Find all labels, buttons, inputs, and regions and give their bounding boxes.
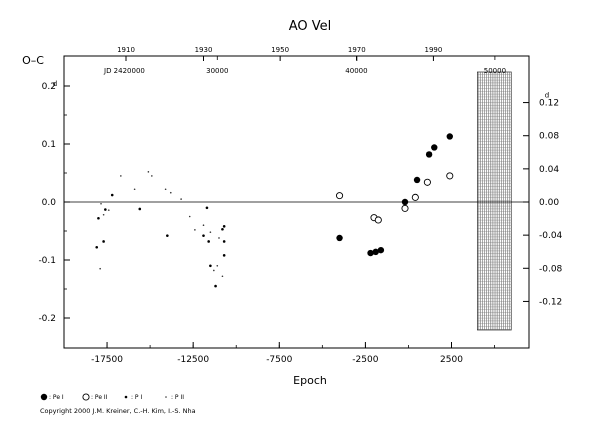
series-1-point: [401, 204, 409, 212]
right-tick-label: 0.04: [539, 165, 559, 175]
series-3-point: [107, 209, 110, 211]
series-2-point: [222, 240, 226, 243]
x-axis-label: Epoch: [293, 374, 327, 387]
legend-label-1: : Pe II: [91, 394, 108, 401]
series-0-point: [446, 133, 453, 140]
series-0-point: [372, 248, 379, 256]
top-year-label: 1990: [425, 46, 443, 54]
series-3-point: [202, 224, 205, 226]
bottom-tick-label: -7500: [266, 355, 292, 365]
left-tick-label: 0.1: [42, 140, 56, 150]
series-3-point: [99, 267, 101, 270]
series-2-point: [214, 284, 217, 288]
left-tick-label: 0.2: [42, 82, 56, 92]
series-1-point: [446, 172, 454, 180]
y-axis-label: O–C d: [22, 54, 57, 88]
y-axis-label-text: O–C: [22, 54, 44, 67]
series-3-point: [213, 269, 215, 272]
top-jd-prefix: JD 2420000: [103, 67, 145, 75]
series-2-point: [202, 234, 205, 237]
series-0-point: [425, 151, 433, 158]
top-jd-label: 40000: [345, 67, 367, 75]
right-unit-sup: d: [545, 92, 549, 100]
series-0-point: [367, 249, 374, 257]
series-2-point: [110, 193, 114, 197]
series-2-point: [205, 206, 209, 210]
right-tick-label: 0.12: [539, 99, 559, 109]
top-year-label: 1970: [348, 46, 366, 54]
series-1-point: [423, 178, 431, 186]
right-tick-label: -0.04: [539, 231, 563, 241]
bottom-tick-label: -12500: [177, 355, 209, 365]
series-2-point: [102, 240, 105, 243]
series-3-point: [102, 213, 105, 216]
series-3-point: [218, 237, 220, 239]
legend-marker-1: [82, 393, 90, 401]
series-3-point: [194, 229, 196, 231]
right-tick-label: 0.00: [539, 198, 559, 208]
series-0-point: [336, 234, 343, 242]
series-2-point: [97, 216, 100, 220]
top-jd-label: 30000: [206, 67, 228, 75]
series-1-point: [374, 216, 382, 224]
series-3-point: [100, 202, 102, 205]
top-axis: 1910 1930 1950 1970 1990 JD 2420000 30000 40000…: [103, 46, 506, 75]
chart-title: AO Vel: [289, 19, 332, 34]
top-year-label: 1950: [271, 46, 289, 54]
series-2-point: [209, 264, 212, 268]
series-2-point: [95, 245, 99, 249]
legend: : Pe I : Pe II : P I : P II: [40, 393, 184, 401]
series-2-point: [166, 234, 169, 237]
top-year-label: 1930: [195, 46, 213, 54]
series-2-point: [222, 254, 226, 257]
copyright-text: Copyright 2000 J.M. Kreiner, C.-H. Kim, …: [40, 407, 196, 415]
legend-marker-0: [40, 393, 48, 401]
series-3-point: [169, 191, 172, 194]
series-3-point: [216, 265, 219, 267]
left-tick-label: -0.1: [38, 256, 56, 266]
series-1-point: [336, 192, 344, 200]
legend-label-0: : Pe I: [49, 394, 64, 401]
left-unit-sup: d: [53, 80, 57, 88]
series-3-point: [147, 171, 150, 173]
series-2-point: [104, 208, 107, 211]
bottom-tick-label: -17500: [91, 355, 123, 365]
series-3-point: [209, 231, 212, 233]
right-tick-label: -0.12: [539, 297, 562, 307]
series-2-point: [221, 227, 224, 231]
legend-label-2: : P I: [131, 394, 142, 401]
bottom-tick-label: 2500: [440, 355, 463, 365]
series-1-point: [411, 193, 419, 201]
series-3-point: [120, 175, 122, 177]
left-axis: 0.2 0.1 0.0 -0.1 -0.2: [38, 82, 70, 324]
legend-label-3: : P II: [171, 394, 184, 401]
series-2-point: [138, 207, 142, 211]
right-tick-label: -0.08: [539, 264, 563, 274]
series-3-point: [188, 215, 191, 218]
series-3-point: [151, 175, 153, 177]
right-tick-label: 0.08: [539, 132, 559, 142]
series-0-point: [431, 144, 438, 151]
series-2-point: [222, 225, 226, 228]
series-3-point: [133, 188, 136, 191]
hatched-region: [477, 71, 512, 331]
series-3-point: [221, 275, 224, 278]
bottom-axis: -17500 -12500 -7500 -2500 2500: [63, 342, 495, 365]
series-3-point: [180, 198, 182, 200]
series-3-point: [164, 188, 167, 191]
right-axis: 0.12 0.08 0.04 0.00 -0.04 -0.08 -0.12 d: [523, 92, 563, 307]
series-0-point: [377, 246, 385, 254]
left-tick-label: -0.2: [38, 314, 56, 324]
series-0-point: [413, 176, 421, 184]
legend-marker-2: [124, 395, 128, 399]
left-tick-label: 0.0: [42, 198, 57, 208]
top-year-label: 1910: [117, 46, 135, 54]
series-0-point: [401, 198, 409, 206]
top-jd-label: 50000: [484, 67, 506, 75]
legend-marker-3: [165, 396, 167, 398]
data-points: [95, 133, 454, 288]
series-2-point: [207, 240, 210, 243]
bottom-tick-label: -2500: [352, 355, 378, 365]
